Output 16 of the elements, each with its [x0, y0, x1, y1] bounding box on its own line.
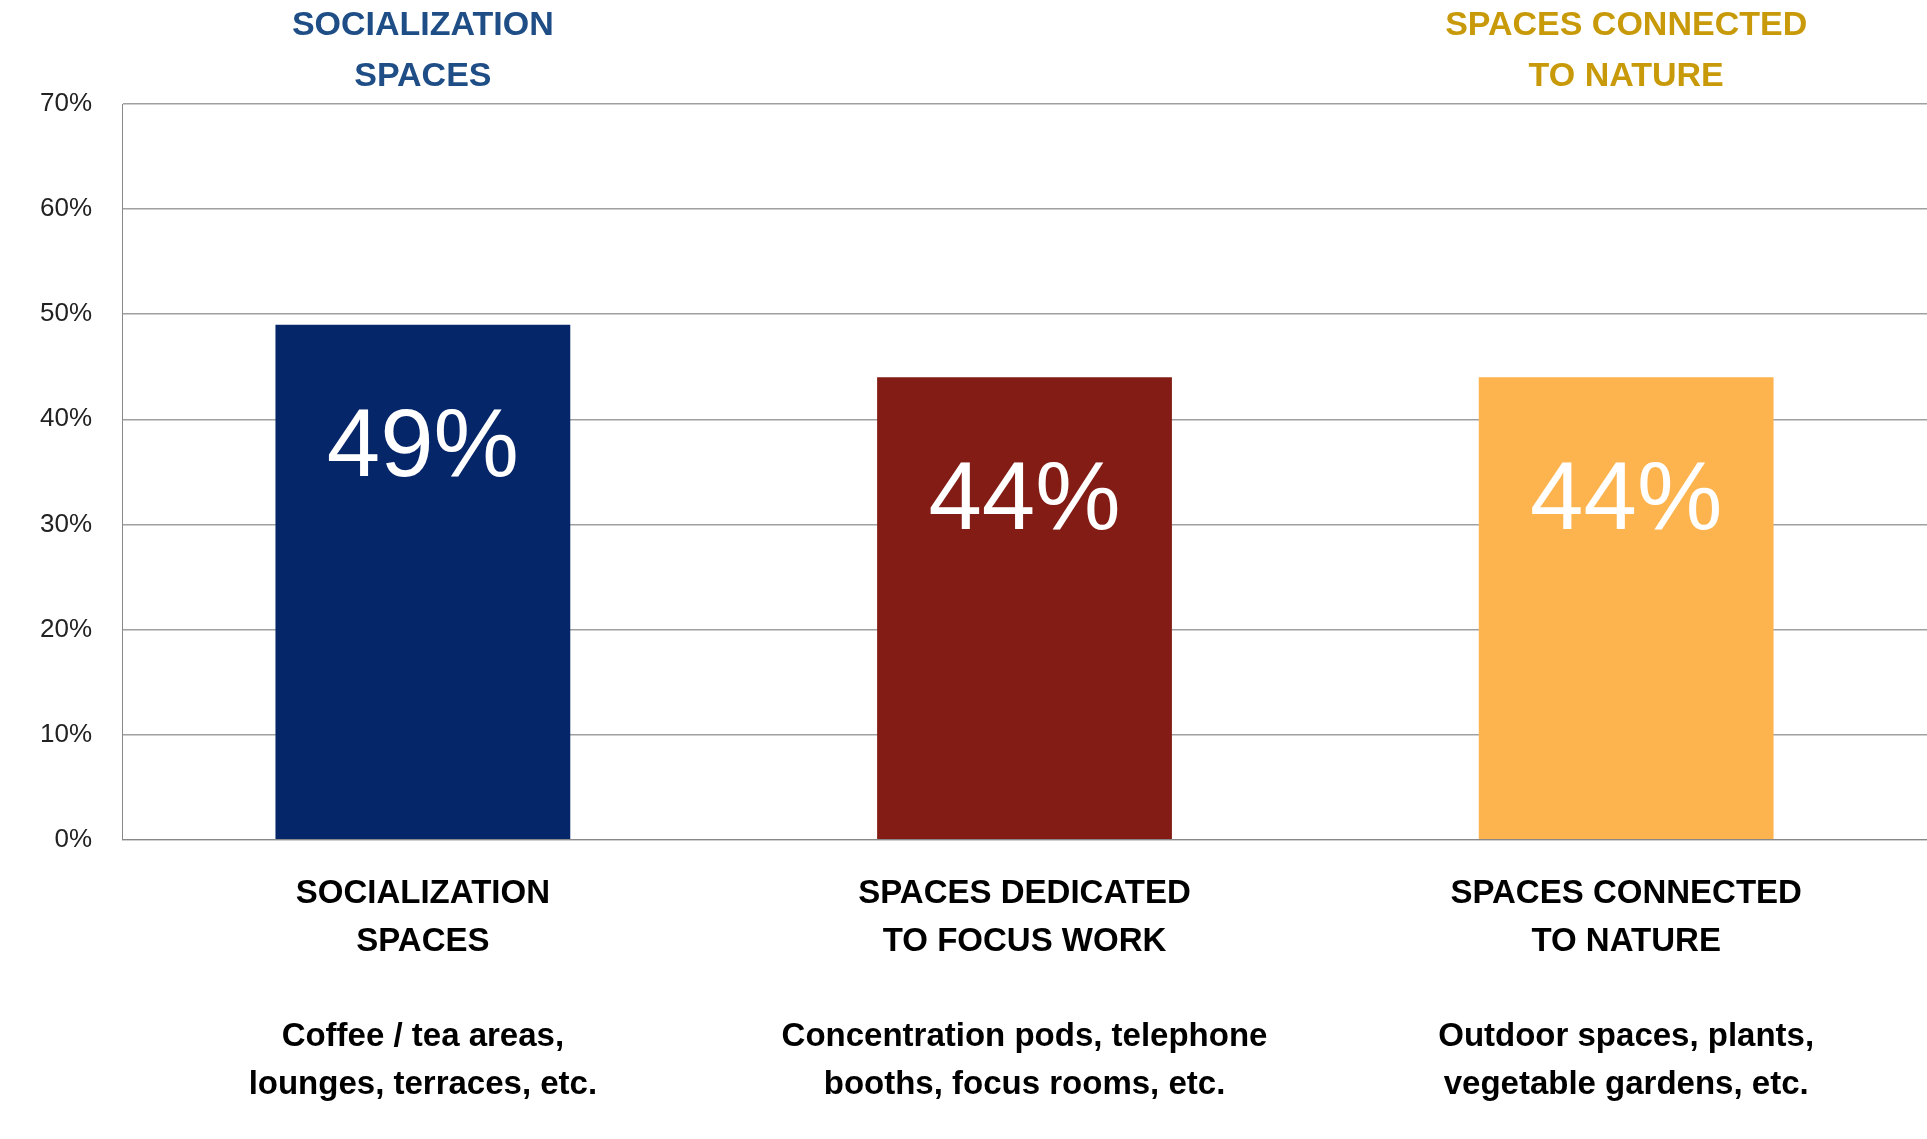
y-tick-label: 60%: [39, 192, 93, 223]
y-tick-label: 50%: [39, 297, 93, 328]
data-label: 49%: [326, 389, 519, 497]
y-tick-label: 30%: [39, 507, 93, 538]
data-label: 44%: [1530, 441, 1723, 549]
data-label: 44%: [928, 441, 1121, 549]
text: SOCIALIZATION SPACES: [291, 4, 554, 94]
y-tick-label: 40%: [39, 402, 93, 433]
category-label: SPACES CONNECTED TO NATURE Outdoor spaces, plants, vegetable gardens, etc.: [1438, 872, 1815, 1102]
category-label: SOCIALIZATION SPACES Coffee / tea areas, lounges, terraces, etc.: [248, 872, 598, 1102]
y-tick-label: 20%: [39, 612, 93, 643]
y-tick-label: 0%: [54, 822, 93, 853]
y-tick-label: 70%: [39, 87, 93, 118]
text: SPACES CONNECTED TO NATURE: [1445, 4, 1808, 94]
y-tick-label: 10%: [39, 717, 93, 748]
category-label: SPACES DEDICATED TO FOCUS WORK Concentration pods, telephone booths, focus rooms, etc.: [781, 872, 1268, 1102]
